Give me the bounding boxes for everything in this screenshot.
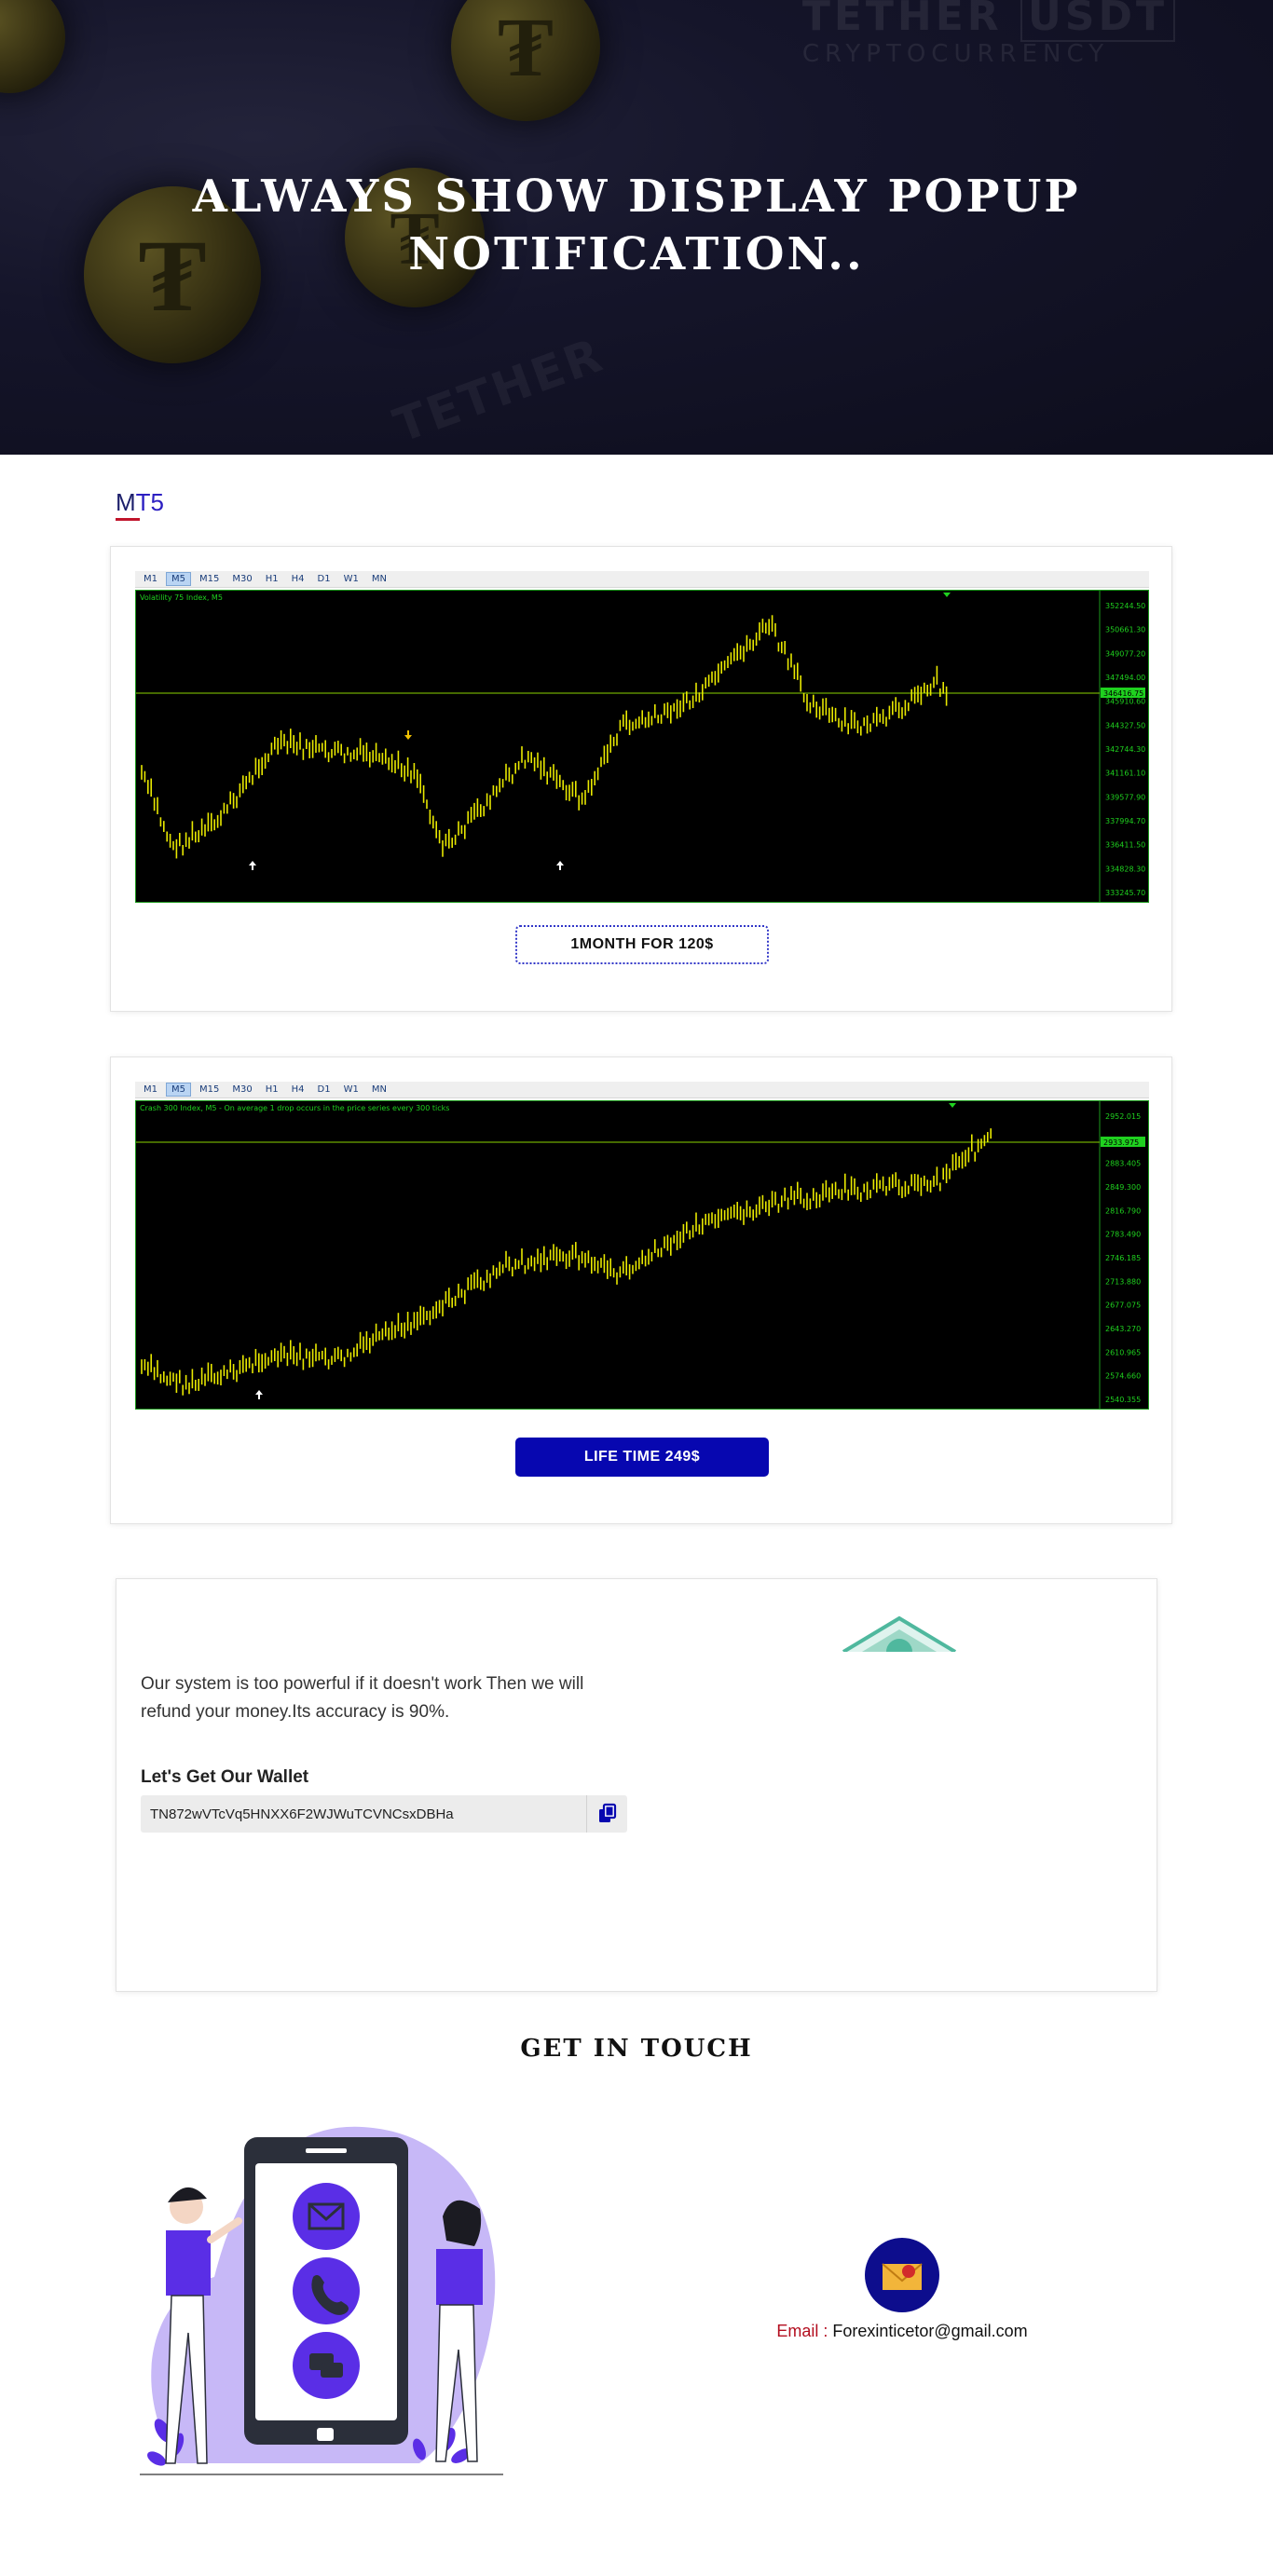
- timeframe-tab-h4[interactable]: H4: [291, 574, 305, 584]
- price-tick-label: 345910.60: [1105, 698, 1145, 706]
- price-tick-label: 2574.660: [1105, 1372, 1141, 1381]
- price-tick-label: 342744.30: [1105, 745, 1145, 754]
- signal-arrow-icon: [249, 861, 256, 870]
- price-tick-label: 2643.270: [1105, 1325, 1141, 1333]
- price-tick-label: 333245.70: [1105, 889, 1145, 897]
- tether-coin-decoration: ₮: [345, 168, 485, 307]
- current-price-label: 346416.75: [1103, 689, 1143, 698]
- timeframe-tab-d1[interactable]: D1: [317, 1084, 331, 1095]
- contact-email[interactable]: Email : Forexinticetor@gmail.com: [776, 2322, 1028, 2340]
- candlesticks: [141, 1128, 992, 1396]
- subscribe-monthly-button[interactable]: 1MONTH FOR 120$: [515, 925, 769, 964]
- price-tick-label: 2952.015: [1105, 1112, 1141, 1121]
- price-tick-label: 337994.70: [1105, 817, 1145, 825]
- chart-canvas: Volatility 75 Index, M5 352244.50 350661.3…: [136, 591, 1145, 902]
- timeframe-tab-m1[interactable]: M1: [144, 1084, 157, 1095]
- email-envelope-icon: [865, 2238, 939, 2312]
- timeframe-tab-m1[interactable]: M1: [144, 574, 157, 584]
- timeframe-tab-w1[interactable]: W1: [343, 574, 359, 584]
- timeframe-tab-m5[interactable]: M5: [166, 572, 191, 586]
- tether-brand-watermark: TETHER USDT CRYPTOCURRENCY: [802, 0, 1175, 68]
- price-tick-label: 336411.50: [1105, 841, 1145, 850]
- price-tick-label: 350661.30: [1105, 626, 1145, 634]
- timeframe-tab-h1[interactable]: H1: [265, 1084, 279, 1095]
- wallet-address[interactable]: TN872wVTcVq5HNXX6F2WJWuTCVNCsxDBHa: [150, 1806, 454, 1822]
- price-tick-label: 2713.880: [1105, 1277, 1141, 1286]
- timeframe-tab-mn[interactable]: MN: [371, 574, 387, 584]
- platform-heading: MT5: [116, 488, 164, 521]
- timeframe-tab-w1[interactable]: W1: [343, 1084, 359, 1095]
- timeframe-tab-m15[interactable]: M15: [199, 1084, 220, 1095]
- heading-underline: [116, 518, 140, 521]
- price-chart: Crash 300 Index, M5 - On average 1 drop …: [135, 1100, 1149, 1410]
- signal-arrow-icon: [404, 730, 412, 740]
- chart-canvas: Crash 300 Index, M5 - On average 1 drop …: [136, 1101, 1145, 1409]
- tether-coin-decoration: ₮: [451, 0, 600, 121]
- wallet-card: Our system is too powerful if it doesn't…: [116, 1578, 1157, 1992]
- price-tick-label: 349077.20: [1105, 649, 1145, 658]
- signal-arrow-icon: [255, 1390, 263, 1399]
- price-tick-label: 341161.10: [1105, 770, 1145, 778]
- tether-coin-decoration: [0, 0, 65, 93]
- copy-icon[interactable]: [586, 1795, 627, 1833]
- current-price-badge: [1101, 688, 1145, 698]
- chart-symbol-label: Crash 300 Index, M5 - On average 1 drop …: [140, 1104, 449, 1112]
- wallet-address-field[interactable]: TN872wVTcVq5HNXX6F2WJWuTCVNCsxDBHa: [141, 1795, 627, 1833]
- price-tick-label: 2540.355: [1105, 1396, 1141, 1404]
- timeframe-tab-m30[interactable]: M30: [232, 1084, 253, 1095]
- subscribe-lifetime-button[interactable]: LIFE TIME 249$: [515, 1438, 769, 1477]
- tether-glyph: ₮: [138, 214, 207, 334]
- timeframe-tab-mn[interactable]: MN: [371, 1084, 387, 1095]
- refund-description: Our system is too powerful if it doesn't…: [141, 1674, 584, 1722]
- timeframe-bar: M1 M5 M15 M30 H1 H4 D1 W1 MN: [135, 1082, 1149, 1098]
- price-tick-label: 2883.405: [1105, 1160, 1141, 1168]
- price-tick-label: 347494.00: [1105, 674, 1145, 682]
- current-price-label: 2933.975: [1103, 1138, 1139, 1147]
- price-tick-label: 2816.790: [1105, 1206, 1141, 1215]
- price-chart: Volatility 75 Index, M5 352244.50 350661.3…: [135, 590, 1149, 903]
- signal-arrow-icon: [556, 861, 564, 870]
- price-tick-label: 2746.185: [1105, 1254, 1141, 1262]
- current-price-badge: [1101, 1137, 1145, 1147]
- chart-symbol-label: Volatility 75 Index, M5: [140, 593, 223, 602]
- timeframe-tab-d1[interactable]: D1: [317, 574, 331, 584]
- tether-coin-decoration: ₮: [84, 186, 261, 363]
- timeframe-tab-h1[interactable]: H1: [265, 574, 279, 584]
- price-tick-label: 344327.50: [1105, 721, 1145, 729]
- timeframe-tab-m5[interactable]: M5: [166, 1083, 191, 1097]
- product-card-1: M1 M5 M15 M30 H1 H4 D1 W1 MN Volatility 75 Index…: [110, 546, 1172, 1012]
- price-tick-label: 2677.075: [1105, 1302, 1141, 1310]
- period-marker: [943, 593, 951, 597]
- contact-illustration: [140, 2109, 503, 2480]
- candlesticks: [141, 615, 948, 859]
- price-tick-label: 2610.965: [1105, 1348, 1141, 1356]
- timeframe-tab-m30[interactable]: M30: [232, 574, 253, 584]
- price-tick-label: 334828.30: [1105, 865, 1145, 873]
- email-address-link[interactable]: Forexinticetor@gmail.com: [832, 2322, 1028, 2340]
- timeframe-bar: M1 M5 M15 M30 H1 H4 D1 W1 MN: [135, 571, 1149, 588]
- wallet-logo-icon: [834, 1615, 965, 1652]
- price-tick-label: 339577.90: [1105, 793, 1145, 801]
- contact-heading: Get In Touch: [520, 2035, 753, 2063]
- hero-title: Always show display popup notification..: [192, 170, 1081, 280]
- product-card-2: M1 M5 M15 M30 H1 H4 D1 W1 MN Crash 300 Index, M5…: [110, 1056, 1172, 1524]
- period-marker: [949, 1103, 956, 1108]
- wallet-label: Let's Get Our Wallet: [141, 1767, 309, 1787]
- timeframe-tab-m15[interactable]: M15: [199, 574, 220, 584]
- hero-banner: ₮ ₮ ₮ TETHER USDT CRYPTOCURRENCY TETHER …: [0, 0, 1273, 455]
- price-tick-label: 2849.300: [1105, 1183, 1141, 1192]
- timeframe-tab-h4[interactable]: H4: [291, 1084, 305, 1095]
- price-tick-label: 352244.50: [1105, 602, 1145, 610]
- price-tick-label: 2783.490: [1105, 1231, 1141, 1239]
- tether-word-watermark: TETHER: [387, 327, 611, 454]
